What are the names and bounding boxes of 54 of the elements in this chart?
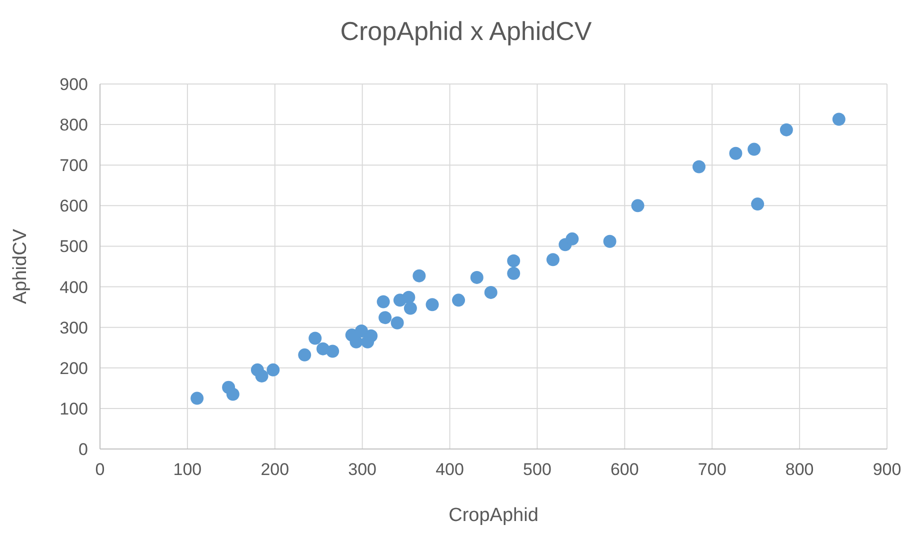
point xyxy=(603,234,616,248)
x-tick-label: 0 xyxy=(95,460,105,479)
point xyxy=(780,123,793,136)
point xyxy=(255,370,268,382)
point xyxy=(412,269,426,282)
y-tick-label: 200 xyxy=(60,358,88,378)
point xyxy=(426,298,439,312)
x-tick-label: 700 xyxy=(698,460,726,479)
x-tick-label: 600 xyxy=(610,460,639,479)
point xyxy=(631,199,644,212)
point xyxy=(298,348,312,362)
x-tick-label: 200 xyxy=(260,460,290,479)
y-tick-label: 500 xyxy=(60,237,88,256)
point xyxy=(470,270,484,284)
point xyxy=(507,266,520,280)
point xyxy=(404,302,417,315)
point xyxy=(484,286,498,299)
y-tick-label: 800 xyxy=(60,116,88,135)
y-tick-label: 600 xyxy=(60,196,88,216)
point xyxy=(390,316,404,330)
y-tick-label: 400 xyxy=(60,278,88,297)
y-tick-label: 100 xyxy=(60,399,88,418)
y-tick-label: 300 xyxy=(60,318,88,338)
point xyxy=(326,344,340,358)
point xyxy=(226,388,240,401)
point xyxy=(729,146,742,160)
point xyxy=(308,332,322,345)
point xyxy=(507,254,520,268)
point xyxy=(190,392,204,405)
x-tick-label: 300 xyxy=(348,460,377,479)
point xyxy=(361,335,374,348)
point xyxy=(546,253,560,266)
x-tick-label: 100 xyxy=(173,460,202,479)
point xyxy=(402,290,416,304)
x-tick-label: 800 xyxy=(785,460,814,479)
point xyxy=(350,335,363,348)
x-tick-label: 500 xyxy=(523,460,552,479)
chart-title: CropAphid x AphidCV xyxy=(340,16,592,46)
point xyxy=(378,311,392,324)
x-tick-label: 900 xyxy=(872,460,902,479)
point xyxy=(566,232,579,246)
point xyxy=(832,112,846,126)
point xyxy=(266,363,280,376)
point xyxy=(692,160,706,174)
point xyxy=(751,198,764,211)
x-axis-title: CropAphid xyxy=(448,505,538,526)
point xyxy=(376,295,390,308)
y-axis-title: AphidCV xyxy=(10,228,31,304)
y-tick-label: 700 xyxy=(60,156,88,176)
point xyxy=(452,294,466,307)
y-tick-label: 900 xyxy=(60,75,88,94)
y-tick-label: 0 xyxy=(78,440,88,459)
point xyxy=(748,142,761,156)
x-tick-label: 400 xyxy=(436,460,464,479)
